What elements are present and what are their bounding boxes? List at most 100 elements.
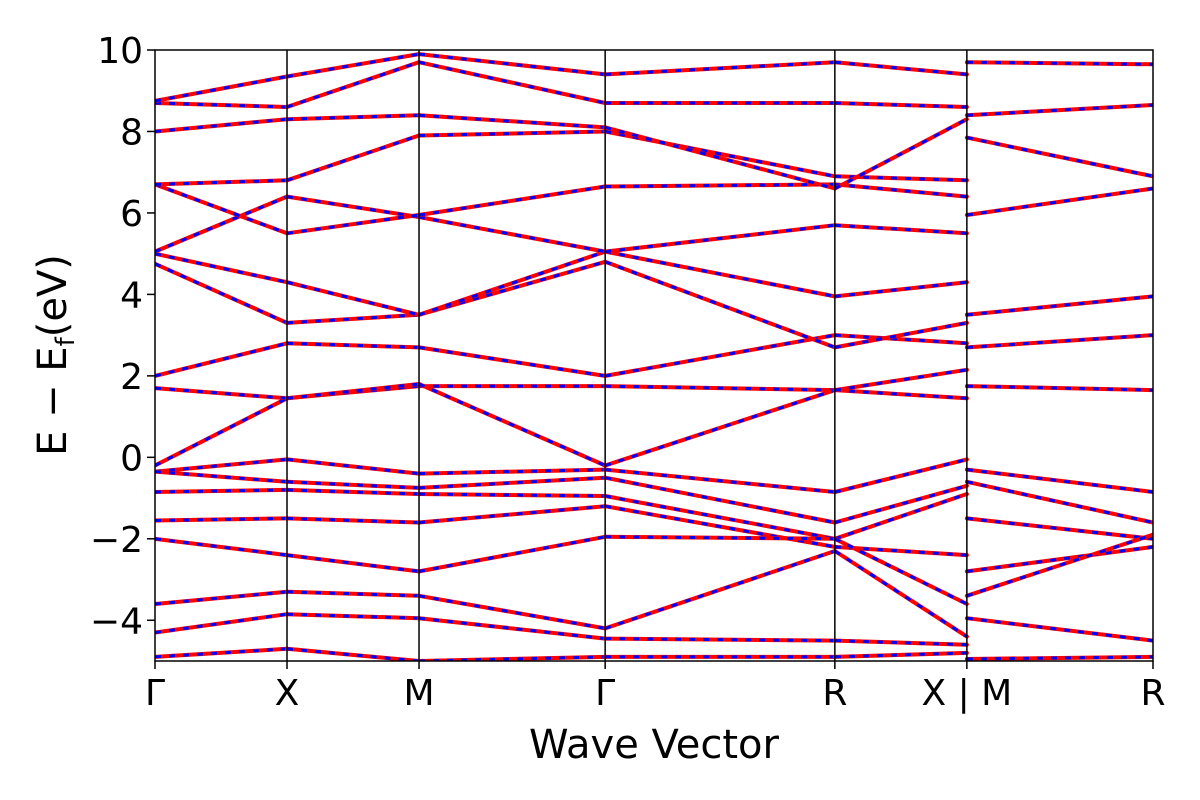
- band-13-segment-5-solid: [832, 280, 969, 299]
- band-11-segment-3-dashed: [418, 345, 606, 378]
- band-12-segment-6-dashed: [966, 294, 1153, 317]
- x-tick-label: Γ: [595, 673, 615, 714]
- band-5-segment-6-dashed: [966, 533, 1153, 598]
- band-13-segment-1-dashed: [155, 252, 288, 284]
- x-tick-label: X | M: [921, 673, 1012, 714]
- band-17-segment-1-solid: [155, 117, 289, 134]
- band-7-segment-6-dashed: [966, 655, 1153, 661]
- band-14-segment-2-solid: [285, 194, 421, 219]
- band-3-segment-1-solid: [155, 487, 289, 494]
- band-4-segment-3-dashed: [418, 504, 606, 524]
- band-14: [155, 186, 1153, 254]
- band-3-segment-4-dashed: [604, 494, 836, 541]
- y-axis-title-main: E − E: [30, 346, 76, 456]
- band-1-segment-3-dashed: [418, 468, 606, 476]
- band-1: [155, 457, 1153, 494]
- band-12-segment-1-dashed: [155, 262, 288, 325]
- band-17: [155, 103, 1153, 191]
- y-tick-label: 6: [120, 194, 143, 235]
- band-lines: [155, 52, 1153, 661]
- band-13-segment-4-dashed: [604, 250, 836, 298]
- band-2-segment-5-dashed: [834, 484, 968, 524]
- band-13-segment-3-dashed: [418, 250, 606, 317]
- band-4-segment-4-dashed: [604, 504, 836, 549]
- y-tick-label: 2: [120, 357, 143, 398]
- band-19-segment-2-solid: [285, 52, 421, 79]
- band-1-segment-5-dashed: [834, 457, 968, 494]
- band-18-segment-1-solid: [155, 101, 289, 109]
- band-13: [155, 249, 969, 317]
- band-5-segment-2-solid: [285, 553, 421, 574]
- band-11-segment-1-dashed: [155, 341, 288, 378]
- y-tick-label: 8: [120, 112, 143, 153]
- band-5-segment-3-dashed: [418, 535, 606, 573]
- x-ticks: Γ X M Γ R X | M R: [145, 661, 1166, 714]
- band-15-segment-2-solid: [285, 213, 421, 236]
- band-10-segment-4-dashed: [604, 388, 836, 467]
- band-19-segment-5-solid: [832, 60, 969, 77]
- x-tick-label: R: [1140, 673, 1165, 714]
- y-axis-title-subscript: f: [51, 336, 81, 346]
- y-tick-label: 10: [97, 31, 143, 72]
- y-tick-label: −4: [90, 601, 143, 642]
- band-16-segment-2-solid: [285, 133, 421, 183]
- band-7-segment-4-dashed: [605, 637, 835, 643]
- band-15-segment-3-dashed: [418, 185, 606, 217]
- band-6-segment-6-dashed: [966, 616, 1153, 643]
- band-1-segment-6-dashed: [966, 468, 1153, 494]
- band-10-segment-5-solid: [832, 367, 969, 393]
- band-7-segment-1-solid: [155, 612, 289, 635]
- band-2-segment-4-dashed: [604, 476, 836, 524]
- y-axis-title: E − Ef(eV): [30, 254, 81, 456]
- band-6-segment-1-solid: [155, 589, 289, 606]
- band-5-segment-4-dashed: [605, 535, 835, 541]
- band-18-segment-2-solid: [285, 60, 421, 109]
- band-6-segment-3-dashed: [418, 594, 606, 630]
- band-15-segment-1-dashed: [155, 182, 288, 235]
- band-19-segment-1-solid: [155, 74, 289, 103]
- band-3: [155, 487, 1153, 541]
- band-1-segment-4-dashed: [605, 468, 836, 494]
- band-5: [155, 532, 1153, 606]
- band-18-segment-2-dashed: [286, 60, 420, 109]
- y-tick-label: 0: [120, 438, 143, 479]
- band-4-segment-6-dashed: [966, 545, 1153, 573]
- band-16-segment-1-solid: [155, 178, 289, 187]
- band-10-segment-2-solid: [285, 382, 421, 401]
- band-11-segment-4-dashed: [604, 333, 836, 378]
- band-9-segment-4-dashed: [605, 384, 835, 392]
- band-2-segment-3-dashed: [418, 476, 606, 490]
- band-2-segment-1-solid: [155, 469, 289, 484]
- band-6-segment-4-dashed: [604, 549, 836, 630]
- band-12-segment-4-solid: [603, 259, 837, 350]
- band-15-segment-5-solid: [832, 182, 969, 199]
- band-14-segment-3-dashed: [418, 215, 606, 254]
- band-6-segment-4-solid: [603, 549, 837, 631]
- band-2: [155, 469, 1153, 525]
- band-17-segment-4-solid: [603, 125, 837, 191]
- band-9-segment-1-dashed: [155, 396, 288, 467]
- axes-frame: [154, 49, 1154, 662]
- band-9-segment-5-solid: [832, 388, 969, 401]
- band-2-segment-2-solid: [285, 479, 421, 490]
- band-6: [155, 549, 1153, 643]
- band-13-segment-2-dashed: [286, 280, 420, 317]
- band-1-segment-2-solid: [285, 457, 421, 476]
- x-tick-label: X: [275, 673, 300, 714]
- band-18-segment-3-dashed: [418, 60, 606, 105]
- band-14-segment-1-dashed: [155, 195, 288, 253]
- band-15-segment-4-dashed: [605, 182, 835, 188]
- band-6-segment-2-solid: [285, 589, 421, 598]
- band-8: [155, 646, 969, 661]
- kpoint-lines: [286, 50, 968, 661]
- band-5-segment-1-solid: [155, 536, 289, 558]
- band-17-segment-4-dashed: [604, 125, 836, 190]
- band-6-segment-5-dashed: [834, 549, 968, 638]
- band-17-segment-2-solid: [285, 113, 421, 122]
- band-5-segment-5-dashed: [834, 537, 968, 606]
- band-19: [155, 52, 969, 103]
- y-tick-label: 4: [120, 275, 143, 316]
- band-12-segment-5-solid: [832, 320, 969, 350]
- band-7-segment-3-dashed: [418, 616, 606, 641]
